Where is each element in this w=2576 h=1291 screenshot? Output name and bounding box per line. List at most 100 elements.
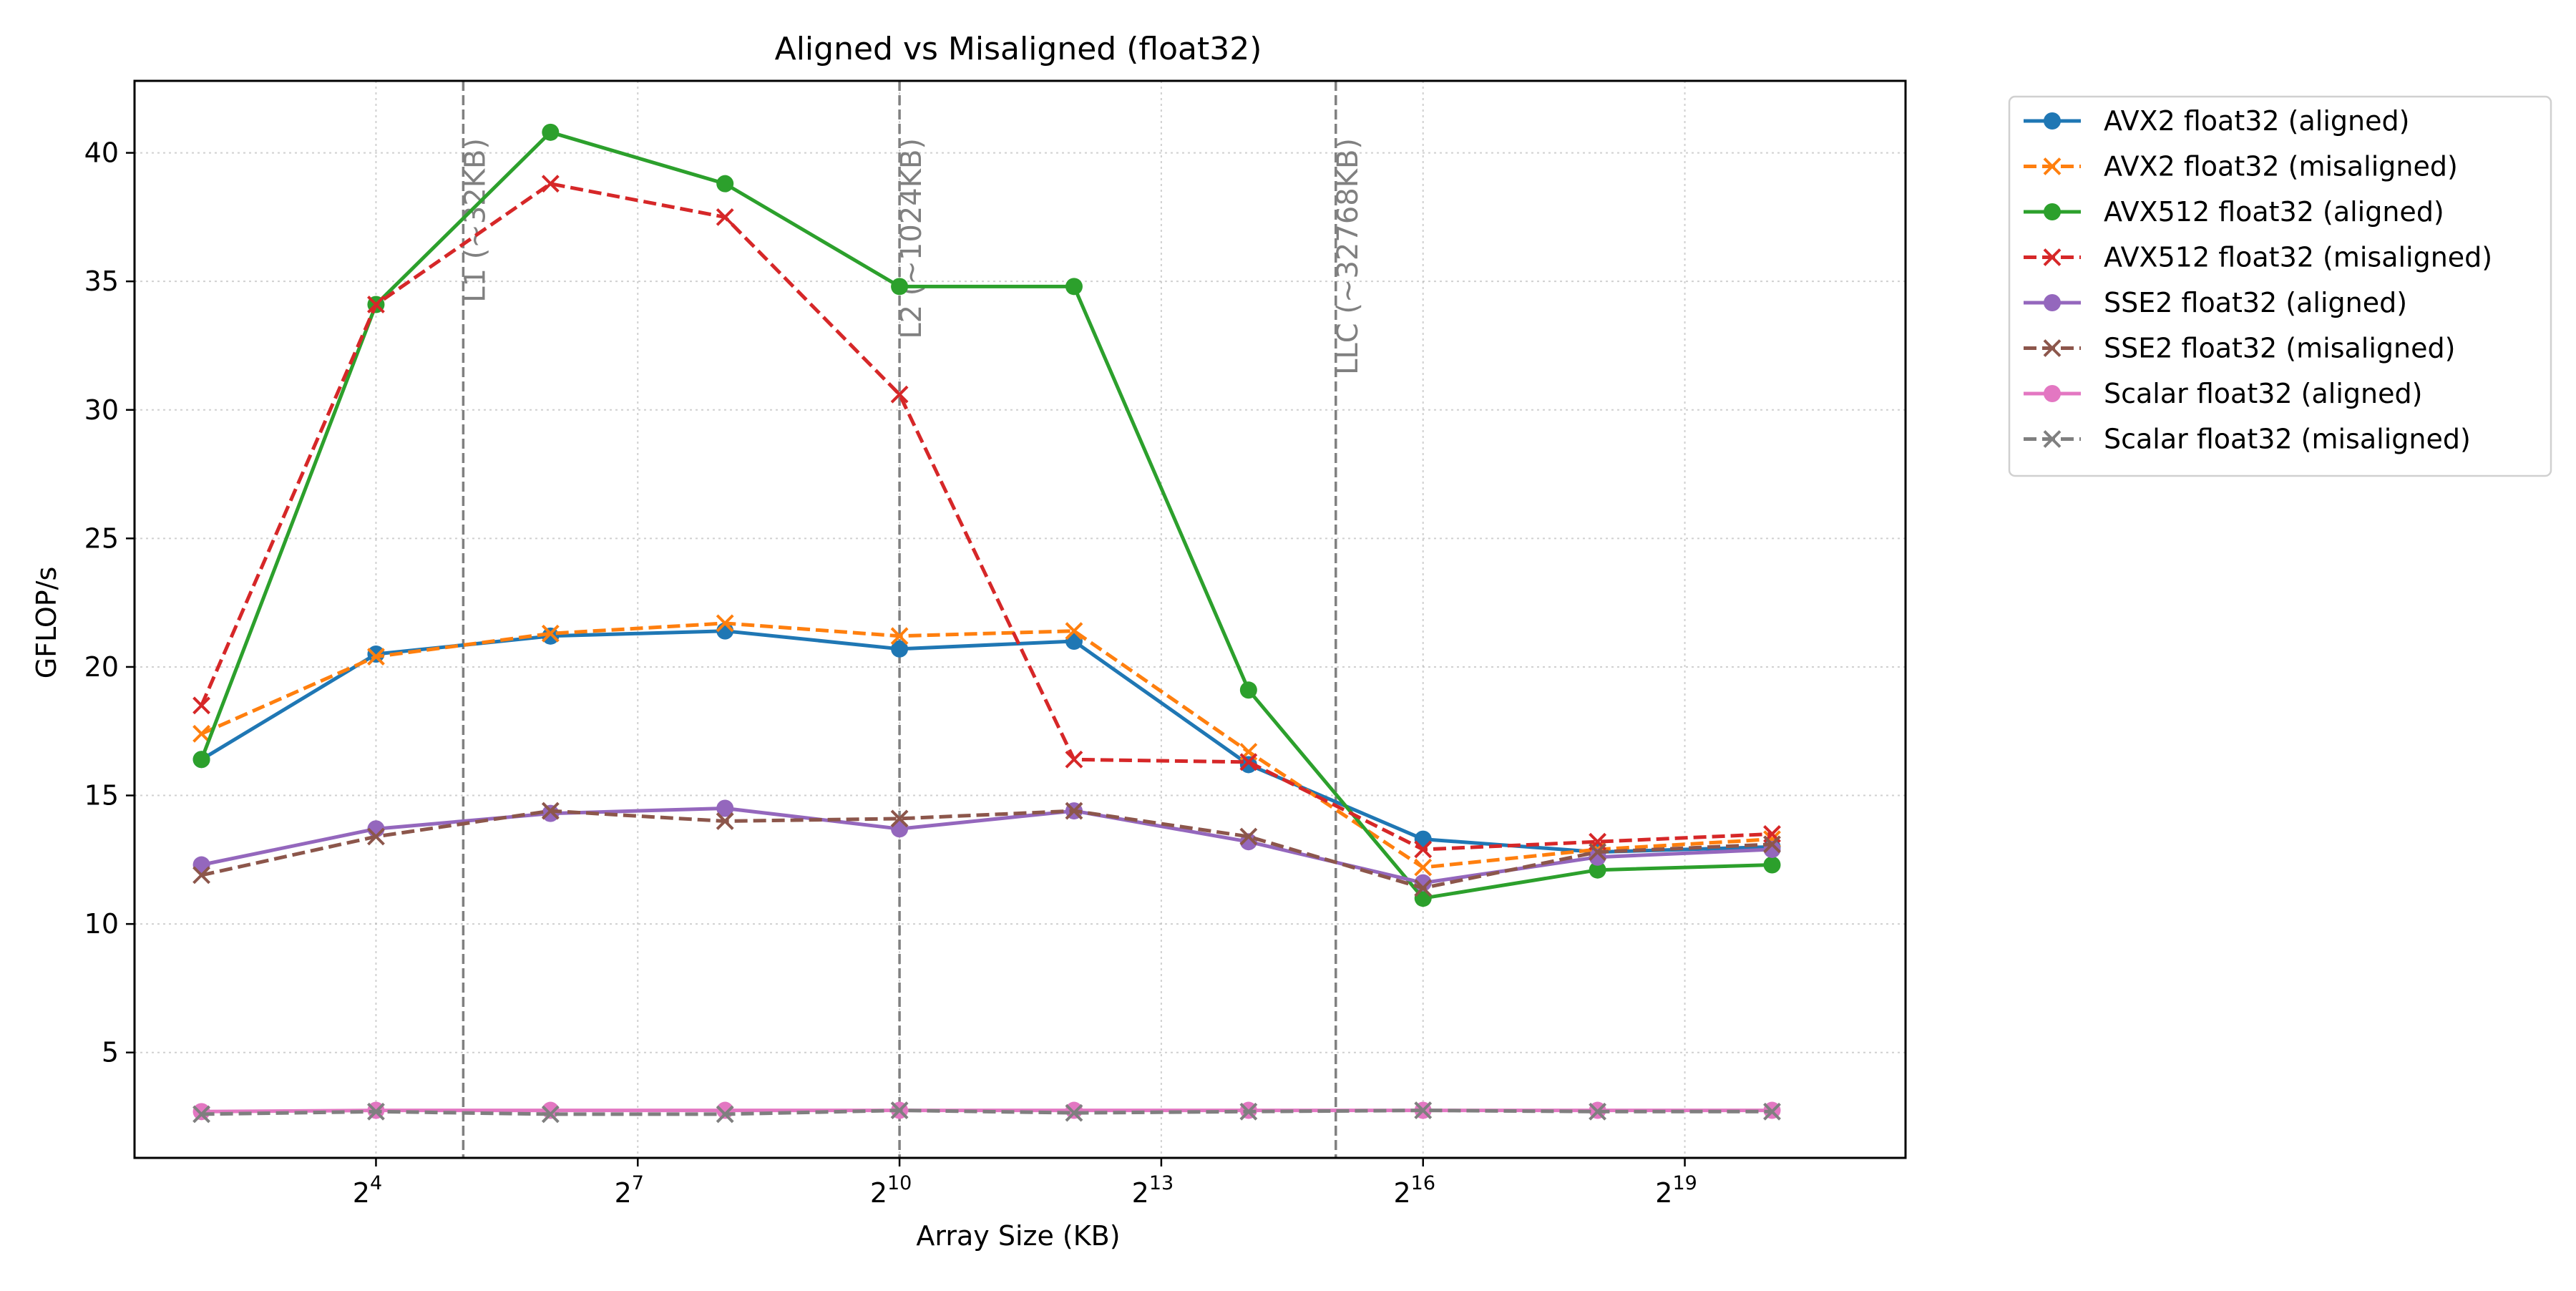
data-point: [716, 175, 734, 193]
x-tick-label: 24: [353, 1172, 382, 1209]
legend-marker: [2044, 385, 2061, 402]
y-axis-label: GFLOP/s: [31, 567, 62, 679]
data-point: [890, 627, 909, 646]
y-tick-label: 40: [84, 137, 119, 169]
data-point: [541, 1105, 560, 1124]
legend-entry: AVX2 float32 (aligned): [2024, 105, 2409, 137]
data-point: [891, 640, 909, 658]
x-tick-base: 2: [1393, 1177, 1410, 1209]
legend-entry: SSE2 float32 (misaligned): [2024, 333, 2455, 364]
series: [192, 123, 1781, 907]
x-tick-exponent: 13: [1149, 1172, 1174, 1194]
data-point: [541, 175, 560, 193]
legend-marker: [2043, 430, 2062, 448]
x-tick-exponent: 7: [632, 1172, 644, 1194]
data-point: [541, 624, 560, 643]
legend-label: SSE2 float32 (misaligned): [2104, 333, 2455, 364]
data-point: [1239, 756, 1257, 774]
legend-marker: [2044, 112, 2061, 130]
data-point: [367, 648, 385, 666]
data-point: [1763, 856, 1781, 874]
x-tick-base: 2: [870, 1177, 887, 1209]
x-tick-base: 2: [353, 1177, 370, 1209]
data-point: [890, 809, 909, 828]
x-tick-label: 27: [615, 1172, 644, 1209]
data-point: [192, 1105, 210, 1124]
legend-label: AVX2 float32 (aligned): [2104, 105, 2409, 137]
y-tick-label: 35: [84, 265, 119, 297]
x-tick-base: 2: [1132, 1177, 1149, 1209]
y-tick-label: 10: [84, 908, 119, 940]
legend-label: Scalar float32 (misaligned): [2104, 424, 2471, 455]
data-point: [541, 802, 560, 820]
legend-marker: [2043, 339, 2062, 357]
data-point: [1414, 858, 1433, 877]
x-tick-exponent: 16: [1411, 1172, 1435, 1194]
data-point: [1239, 753, 1258, 771]
legend-marker: [2043, 248, 2062, 266]
data-point: [1065, 622, 1083, 640]
x-tick-label: 210: [870, 1172, 912, 1209]
series: [192, 175, 1781, 859]
reference-lines: L1 (~32KB) L2 (~1024KB) LLC (~32768KB): [459, 81, 1365, 1158]
legend-entry: Scalar float32 (misaligned): [2024, 424, 2471, 455]
data-point: [192, 751, 210, 769]
data-point: [1239, 1102, 1258, 1121]
legend-entry: AVX512 float32 (misaligned): [2024, 242, 2492, 273]
y-tick-label: 25: [84, 522, 119, 554]
data-point: [542, 123, 560, 141]
x-tick-exponent: 19: [1672, 1172, 1697, 1194]
legend-label: Scalar float32 (aligned): [2104, 378, 2422, 409]
x-tick-base: 2: [1655, 1177, 1672, 1209]
reference-line-label: L1 (~32KB): [459, 138, 492, 303]
data-point: [542, 1101, 560, 1119]
legend-marker: [2044, 203, 2061, 220]
y-tick-label: 5: [102, 1037, 119, 1068]
data-point: [542, 627, 560, 645]
data-point: [1414, 1101, 1433, 1119]
x-tick-base: 2: [615, 1177, 632, 1209]
data-point: [890, 1101, 909, 1119]
chart-title: Aligned vs Misaligned (float32): [775, 31, 1262, 67]
data-point: [1414, 840, 1433, 859]
x-tick-exponent: 10: [887, 1172, 912, 1194]
legend-label: AVX512 float32 (misaligned): [2104, 242, 2492, 273]
reference-line-label: LLC (~32768KB): [1332, 138, 1365, 375]
legend-label: AVX512 float32 (aligned): [2104, 196, 2444, 228]
series-layer: [192, 123, 1781, 1124]
data-point: [890, 385, 909, 404]
data-point: [1065, 750, 1083, 769]
data-point: [1589, 843, 1607, 861]
data-point: [1589, 1102, 1607, 1121]
legend-marker: [2043, 157, 2062, 175]
data-point: [716, 1105, 734, 1124]
data-point: [1239, 681, 1257, 699]
series: [192, 614, 1781, 877]
series: [192, 1101, 1781, 1124]
legend-box: [2008, 95, 2552, 477]
data-point: [1763, 1102, 1781, 1121]
y-tick-label: 20: [84, 651, 119, 683]
data-point: [1763, 835, 1781, 854]
data-point: [1065, 1104, 1083, 1122]
legend-label: SSE2 float32 (aligned): [2104, 287, 2407, 318]
data-point: [192, 724, 210, 743]
data-point: [192, 696, 210, 715]
data-point: [367, 827, 385, 846]
data-point: [1065, 1101, 1083, 1119]
legend-marker: [2044, 294, 2061, 311]
data-point: [542, 804, 560, 822]
data-point: [367, 296, 385, 313]
plot-frame: [133, 79, 1907, 1159]
data-point: [192, 1103, 210, 1121]
data-point: [1414, 879, 1433, 897]
y-tick-label: 30: [84, 394, 119, 426]
legend-entry: AVX2 float32 (misaligned): [2024, 151, 2458, 182]
legend: AVX2 float32 (aligned) AVX2 float32 (misa…: [2008, 95, 2552, 477]
series-line: [200, 621, 1772, 869]
data-point: [192, 866, 210, 885]
data-point: [1589, 861, 1606, 879]
